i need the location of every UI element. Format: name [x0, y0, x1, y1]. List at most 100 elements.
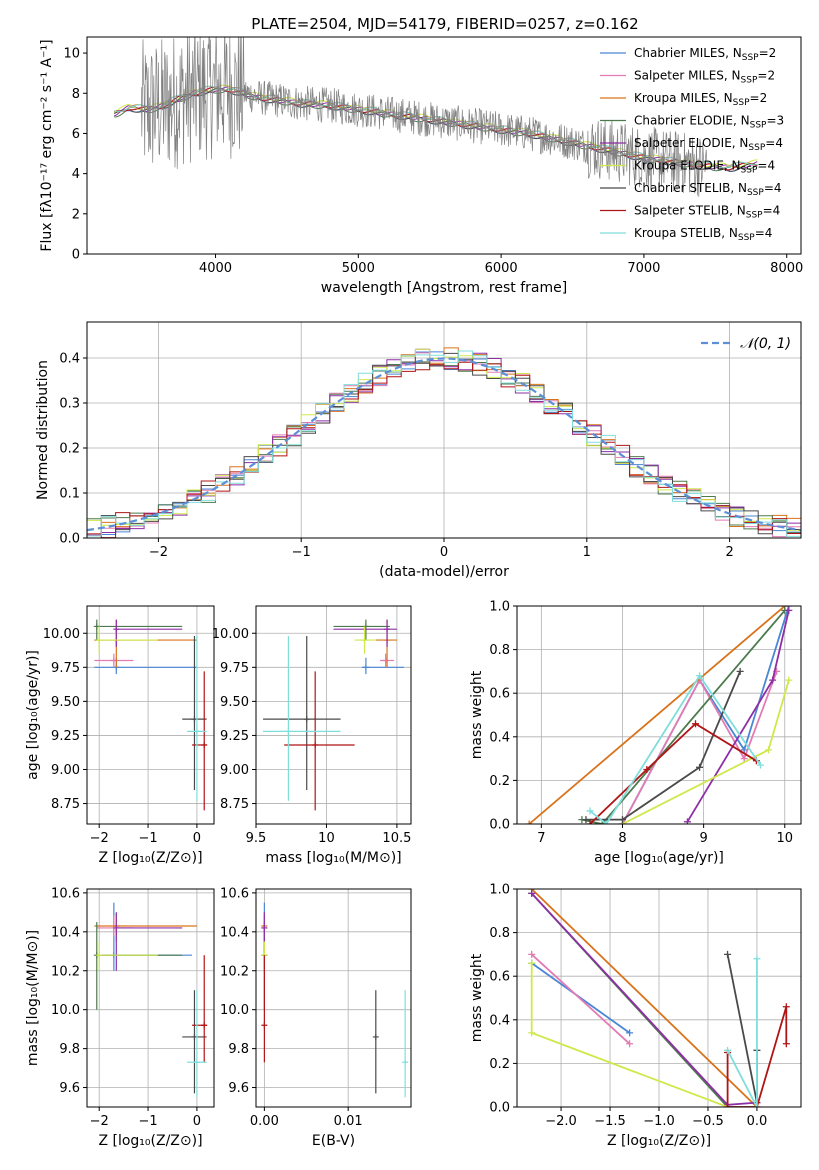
mass_vs_Z-ytick-label: 9.8: [59, 1042, 80, 1057]
age_vs_mass-xtick-label: 10.5: [382, 831, 411, 846]
legend-subscript: SSP: [747, 188, 764, 198]
weight-marker-kroupa_stelib: [696, 672, 704, 680]
legend-label: Kroupa STELIB, NSSP=4: [634, 226, 772, 243]
legend-text: Kroupa MILES, N: [634, 91, 733, 105]
weight-marker-salpeter_stelib: [782, 1040, 790, 1048]
legend-label: Chabrier ELODIE, NSSP=3: [634, 114, 784, 131]
point-chabrier_miles: [362, 664, 369, 671]
age_vs_Z-ytick-label: 10.00: [43, 627, 80, 642]
legend-subscript: SSP: [741, 166, 758, 176]
weight_vs_age-ytick-label: 1.0: [489, 600, 510, 615]
legend-tail: =4: [764, 181, 782, 195]
weight_vs_age-ytick-label: 0.4: [489, 730, 510, 745]
weight-marker-salpeter_stelib: [724, 1103, 732, 1107]
age_vs_mass-xtick-label: 10: [318, 831, 335, 846]
weight_vs_Z-xtick-label: −1.0: [643, 1114, 675, 1129]
spectrum-xtick-label: 8000: [770, 261, 803, 276]
weight-line-salpeter_miles: [621, 671, 778, 824]
spectrum-xtick-label: 6000: [485, 261, 518, 276]
legend-label: Kroupa ELODIE, NSSP=4: [634, 159, 775, 176]
weight_vs_age-xtick-label: 9: [699, 831, 707, 846]
weight_vs_age-frame: [516, 605, 802, 825]
weight_vs_Z-xtick-label: −0.5: [692, 1114, 724, 1129]
age_vs_Z-ytick-label: 8.75: [51, 797, 80, 812]
weight-marker-kroupa_stelib: [586, 807, 594, 815]
legend-label: Chabrier STELIB, NSSP=4: [634, 181, 782, 198]
point-kroupa_stelib: [193, 728, 200, 735]
legend-label: Salpeter STELIB, NSSP=4: [634, 204, 780, 221]
weight_vs_age-axes: 7 8 9 10 0.0 0.2 0.4 0.6 0.8 1.0 age [log₁₀(age/yr…: [469, 600, 802, 866]
residuals-ylabel: Normed distribution: [35, 360, 51, 500]
weight_vs_age-xlabel: age [log₁₀(age/yr)]: [594, 850, 724, 866]
age_vs_Z-ytick-label: 9.75: [51, 661, 80, 676]
weight_vs_age-xtick-label: 8: [618, 831, 626, 846]
weight_vs_Z-ytick-label: 1.0: [489, 883, 510, 898]
spectrum-axes: 4000 5000 6000 7000 8000 0 2 4 6 8 10 wavelength [A…: [39, 36, 803, 296]
weight-marker-kroupa_stelib: [756, 761, 764, 769]
legend-tail: =4: [763, 204, 781, 218]
age_vs_mass-plot-area: [256, 606, 411, 824]
weight-marker-kroupa_elodie: [528, 1029, 536, 1037]
age_vs_Z-xlabel: Z [log₁₀(Z/Z⊙)]: [98, 850, 202, 866]
residuals-xtick-label: 2: [725, 545, 733, 560]
spectrum-frame: [86, 36, 802, 255]
age_vs_mass-frame: [255, 605, 412, 825]
point-kroupa_stelib: [402, 1059, 409, 1066]
weight-line-chabrier_elodie: [581, 609, 786, 824]
weight-marker-chabrier_stelib: [696, 763, 704, 771]
spectrum-ytick-label: 8: [72, 87, 80, 102]
weight_vs_Z-ytick-label: 0.4: [489, 1013, 510, 1028]
residuals-ytick-label: 0.0: [59, 532, 80, 547]
spectrum-plot-area: [113, 37, 758, 197]
weight-line-kroupa_stelib: [589, 674, 762, 824]
weight_vs_Z-ytick-label: 0.6: [489, 970, 510, 985]
spectrum-xtick-label: 7000: [627, 261, 660, 276]
legend-text: Salpeter ELODIE, N: [634, 136, 748, 150]
mass_vs_ebv-ytick-label: 10.6: [220, 886, 249, 901]
weight_vs_Z-ytick-label: 0.8: [489, 926, 510, 941]
mass_vs_ebv-plot-area: [256, 889, 411, 1107]
weight-marker-salpeter_elodie: [785, 606, 793, 614]
age_vs_Z-frame: [86, 605, 215, 825]
legend-label-normal: 𝒩(0, 1): [740, 336, 791, 352]
point-chabrier_stelib: [372, 1033, 379, 1040]
residuals-ytick-label: 0.3: [59, 397, 80, 412]
spectrum-xtick-label: 4000: [199, 261, 232, 276]
figure-title: PLATE=2504, MJD=54179, FIBERID=0257, z=0…: [251, 15, 638, 33]
legend-subscript: SSP: [748, 143, 765, 153]
mass_vs_ebv-axes: 0.00 0.01 9.6 9.8 10.0 10.2 10.4 10.6 E(B-V): [220, 886, 412, 1149]
age_vs_Z-ytick-label: 9.25: [51, 729, 80, 744]
legend-subscript: SSP: [741, 76, 758, 86]
point-chabrier_elodie: [362, 623, 369, 630]
weight-line-kroupa_miles: [528, 606, 786, 824]
point-kroupa_stelib: [193, 1059, 200, 1066]
residuals-frame: [86, 321, 802, 539]
residuals-axes: −2 −1 0 1 2 0.0 0.1 0.2 0.3 0.4 (data-model)/error…: [35, 321, 802, 580]
age_vs_Z-xtick-label: −2: [90, 831, 109, 846]
legend-text: Chabrier ELODIE, N: [634, 114, 750, 128]
legend-tail: =2: [750, 91, 768, 105]
legend-subscript: SSP: [738, 233, 755, 243]
weight_vs_Z-frame: [516, 888, 802, 1108]
weight_vs_Z-axes: −2.0 −1.5 −1.0 −0.5 0.0 0.0 0.2 0.4 0.6 0.8 1.0 Z […: [469, 883, 802, 1149]
weight_vs_Z-xtick-label: 0.0: [747, 1114, 768, 1129]
mass_vs_Z-plot-area: [87, 889, 214, 1107]
age_vs_Z-axes: −2 −1 0 8.75 9.00 9.25 9.50 9.75 10.00 Z [log₁₀(Z…: [25, 605, 215, 866]
legend-tail: =2: [757, 69, 775, 83]
weight_vs_age-xtick-label: 10: [776, 831, 793, 846]
point-salpeter_stelib: [261, 1022, 268, 1029]
weight-marker-salpeter_stelib: [692, 720, 700, 728]
legend-text: Kroupa ELODIE, N: [634, 159, 741, 173]
weight-line-salpeter_miles: [531, 953, 631, 1045]
age_vs_Z-ytick-label: 9.50: [51, 695, 80, 710]
age_vs_Z-xtick-label: −1: [138, 831, 157, 846]
weight_vs_age-xtick-label: 7: [537, 831, 545, 846]
age_vs_mass-ytick-label: 9.25: [220, 729, 249, 744]
weight-marker-salpeter_elodie: [528, 889, 536, 897]
weight-marker-salpeter_elodie: [769, 676, 777, 684]
age_vs_Z-ylabel: age [log₁₀(age/yr)]: [25, 650, 41, 780]
age_vs_mass-xlabel: mass [log₁₀(M/M⊙)]: [265, 850, 401, 866]
mass_vs_Z-ylabel: mass [log₁₀(M/M⊙)]: [25, 930, 41, 1066]
